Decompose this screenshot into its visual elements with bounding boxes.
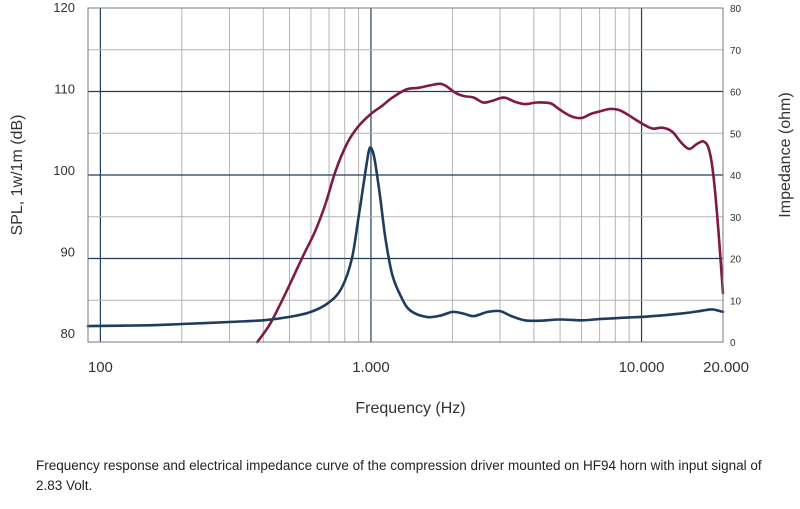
impedance-tick-label: 0 <box>730 338 736 349</box>
impedance-tick-label: 10 <box>730 296 742 307</box>
spl-tick-label: 110 <box>54 81 75 96</box>
right-y-axis-title: Impedance (ohm) <box>777 92 794 217</box>
figure-caption: Frequency response and electrical impeda… <box>36 458 762 493</box>
frequency-tick-label: 20.000 <box>703 359 749 376</box>
impedance-tick-label: 80 <box>730 4 742 15</box>
plot-frame <box>87 7 724 343</box>
impedance-tick-label: 70 <box>730 46 742 57</box>
spl-tick-label: 90 <box>61 244 75 259</box>
spl-tick-label: 80 <box>61 326 75 341</box>
spl-tick-label: 100 <box>53 163 75 178</box>
chart-grid <box>88 8 723 342</box>
chart-series <box>86 82 725 344</box>
x-axis-title: Frequency (Hz) <box>355 400 465 417</box>
impedance-tick-label: 50 <box>730 129 742 140</box>
spl-curve <box>256 82 725 344</box>
frequency-tick-label: 10.000 <box>619 359 665 376</box>
impedance-tick-label: 40 <box>730 171 742 182</box>
impedance-tick-label: 30 <box>730 213 742 224</box>
frequency-tick-label: 100 <box>88 359 113 376</box>
spl-tick-label: 120 <box>53 0 75 15</box>
impedance-curve <box>86 146 725 328</box>
frequency-tick-label: 1.000 <box>352 359 390 376</box>
chart-labels: 80 90 100 110 120 0 10 20 30 40 50 60 70 80 100 1.000 10… <box>9 0 794 417</box>
impedance-tick-label: 20 <box>730 255 742 266</box>
left-y-axis-title: SPL, 1w/1m (dB) <box>9 115 26 236</box>
impedance-tick-label: 60 <box>730 88 742 99</box>
